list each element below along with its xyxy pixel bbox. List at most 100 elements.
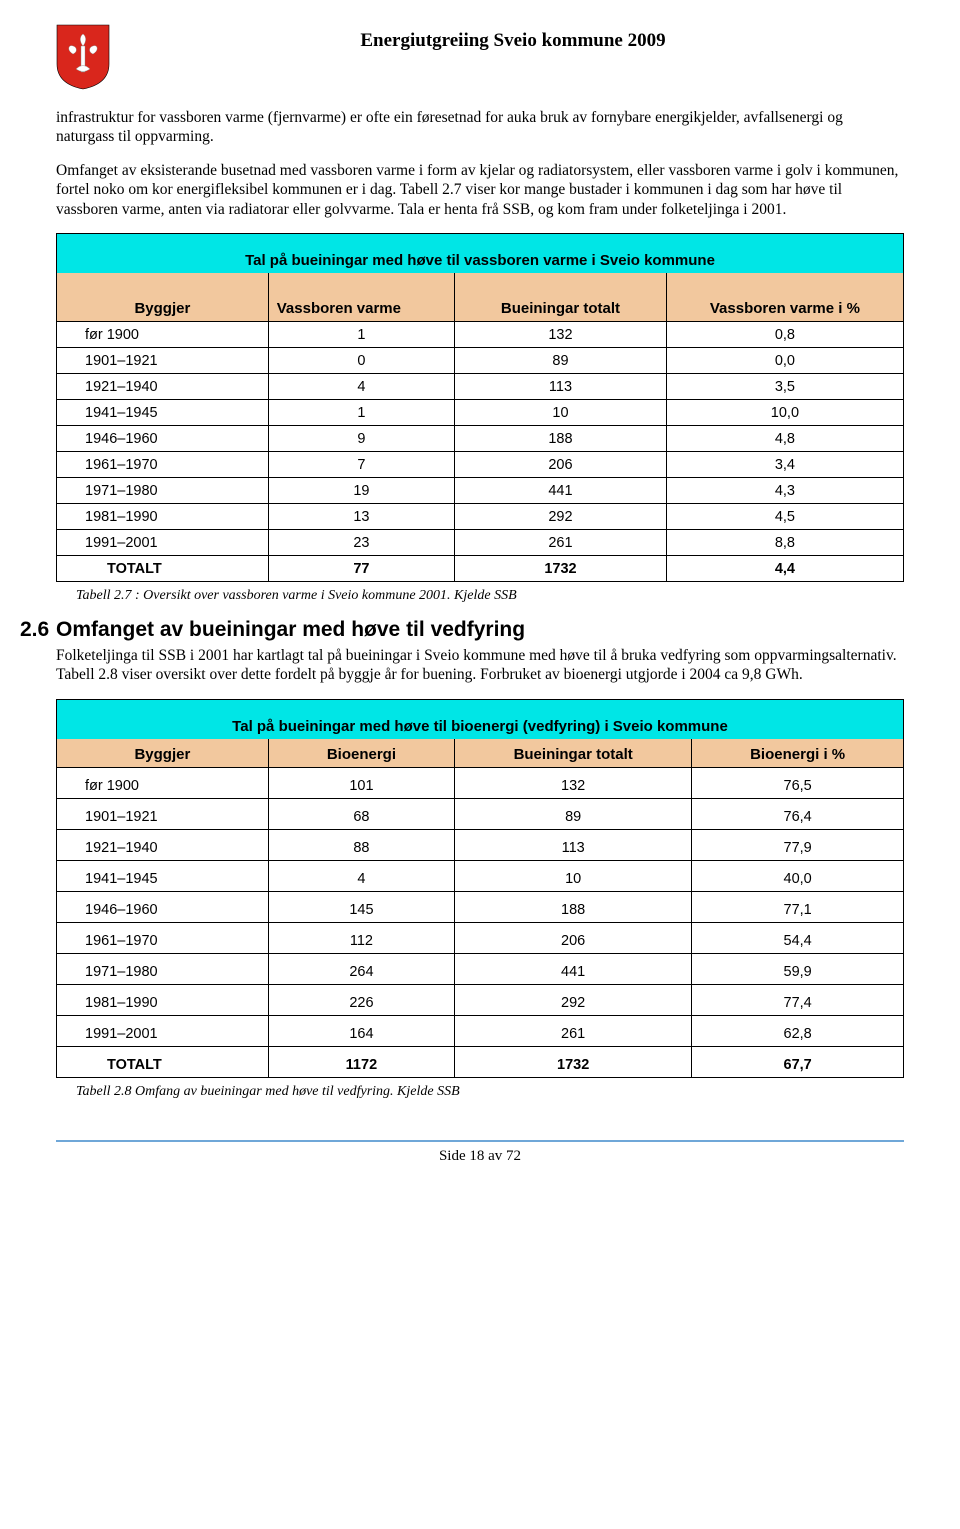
table-row: 1961–197072063,4	[57, 451, 904, 477]
crest-icon	[56, 24, 110, 90]
table-cell: 76,5	[692, 767, 904, 798]
table-cell: 0,8	[666, 321, 903, 347]
table-cell: 1946–1960	[57, 425, 269, 451]
table-cell: 188	[455, 891, 692, 922]
table-row: 1946–196091884,8	[57, 425, 904, 451]
table-cell: 3,5	[666, 373, 903, 399]
document-title: Energiutgreiing Sveio kommune 2009	[122, 24, 904, 52]
footer-rule	[56, 1140, 904, 1142]
table-cell: 1961–1970	[57, 922, 269, 953]
table2-h0: Byggjer	[57, 739, 269, 767]
table-cell: 4,3	[666, 477, 903, 503]
table-cell: 1921–1940	[57, 373, 269, 399]
table-cell: 1981–1990	[57, 503, 269, 529]
table-cell: 89	[455, 347, 667, 373]
table2-title: Tal på bueiningar med høve til bioenergi…	[57, 699, 904, 739]
table-cell: 1172	[268, 1046, 454, 1077]
table-cell: 7	[268, 451, 454, 477]
table1-h2: Bueiningar totalt	[455, 293, 667, 321]
table-cell: 9	[268, 425, 454, 451]
table-cell: 4,4	[666, 555, 903, 581]
table-row: 1921–19408811377,9	[57, 829, 904, 860]
table1-h3: Vassboren varme i %	[666, 293, 903, 321]
table-cell: 59,9	[692, 953, 904, 984]
table-cell: TOTALT	[57, 555, 269, 581]
table-cell: 1901–1921	[57, 347, 269, 373]
table-cell: 132	[455, 321, 667, 347]
table2-caption: Tabell 2.8 Omfang av bueiningar med høve…	[76, 1084, 904, 1100]
table1-caption: Tabell 2.7 : Oversikt over vassboren var…	[76, 588, 904, 604]
table-cell: 3,4	[666, 451, 903, 477]
table-cell: 77,4	[692, 984, 904, 1015]
table-cell: 68	[268, 798, 454, 829]
table-bioenergi: Tal på bueiningar med høve til bioenergi…	[56, 699, 904, 1078]
table-cell: 23	[268, 529, 454, 555]
table-row: 1901–19210890,0	[57, 347, 904, 373]
table-cell: 77	[268, 555, 454, 581]
table2-h3: Bioenergi i %	[692, 739, 904, 767]
table-cell: 77,1	[692, 891, 904, 922]
table-cell: 62,8	[692, 1015, 904, 1046]
table-cell: 292	[455, 503, 667, 529]
table-cell: 113	[455, 373, 667, 399]
table-cell: 67,7	[692, 1046, 904, 1077]
table-cell: 10,0	[666, 399, 903, 425]
table-row: 1961–197011220654,4	[57, 922, 904, 953]
table-cell: 226	[268, 984, 454, 1015]
table-cell: TOTALT	[57, 1046, 269, 1077]
table-cell: 10	[455, 399, 667, 425]
table-cell: 145	[268, 891, 454, 922]
table1-title: Tal på bueiningar med høve til vassboren…	[57, 233, 904, 273]
table-cell: 132	[455, 767, 692, 798]
table-cell: 1921–1940	[57, 829, 269, 860]
table-cell: 54,4	[692, 922, 904, 953]
section-heading: 2.6 Omfanget av bueiningar med høve til …	[20, 618, 904, 642]
table-cell: 261	[455, 1015, 692, 1046]
table-cell: 19	[268, 477, 454, 503]
table1-h1: Vassboren varme	[268, 293, 454, 321]
table-cell: 88	[268, 829, 454, 860]
table-row: 1941–194541040,0	[57, 860, 904, 891]
table-cell: 1	[268, 399, 454, 425]
table-cell: 1971–1980	[57, 953, 269, 984]
table-cell: 1991–2001	[57, 1015, 269, 1046]
table-cell: 1941–1945	[57, 860, 269, 891]
table-cell: 1732	[455, 1046, 692, 1077]
table-cell: 10	[455, 860, 692, 891]
table-vassboren: Tal på bueiningar med høve til vassboren…	[56, 233, 904, 582]
table-row: 1981–199022629277,4	[57, 984, 904, 1015]
table-total-row: TOTALT7717324,4	[57, 555, 904, 581]
table-cell: 89	[455, 798, 692, 829]
table-cell: 441	[455, 953, 692, 984]
table-cell: 0	[268, 347, 454, 373]
table-row: 1901–1921688976,4	[57, 798, 904, 829]
table-cell: 264	[268, 953, 454, 984]
page-header: Energiutgreiing Sveio kommune 2009	[56, 24, 904, 90]
table-row: 1981–1990132924,5	[57, 503, 904, 529]
table-cell: før 1900	[57, 767, 269, 798]
table-cell: 101	[268, 767, 454, 798]
table-cell: 1991–2001	[57, 529, 269, 555]
table-cell: 261	[455, 529, 667, 555]
table-cell: 1941–1945	[57, 399, 269, 425]
table-cell: 4,8	[666, 425, 903, 451]
table-cell: 77,9	[692, 829, 904, 860]
table-row: før 190011320,8	[57, 321, 904, 347]
page-footer: Side 18 av 72	[56, 1148, 904, 1165]
table-cell: 1971–1980	[57, 477, 269, 503]
table-row: 1941–194511010,0	[57, 399, 904, 425]
table-cell: 76,4	[692, 798, 904, 829]
section-title: Omfanget av bueiningar med høve til vedf…	[56, 618, 525, 642]
table-row: før 190010113276,5	[57, 767, 904, 798]
paragraph-1: infrastruktur for vassboren varme (fjern…	[56, 108, 904, 147]
table-row: 1971–198026444159,9	[57, 953, 904, 984]
table2-h1: Bioenergi	[268, 739, 454, 767]
table-total-row: TOTALT1172173267,7	[57, 1046, 904, 1077]
table-cell: 4	[268, 373, 454, 399]
table-cell: 112	[268, 922, 454, 953]
table-cell: 441	[455, 477, 667, 503]
table-cell: 292	[455, 984, 692, 1015]
paragraph-2: Omfanget av eksisterande busetnad med va…	[56, 161, 904, 219]
table-cell: 164	[268, 1015, 454, 1046]
table-row: 1946–196014518877,1	[57, 891, 904, 922]
